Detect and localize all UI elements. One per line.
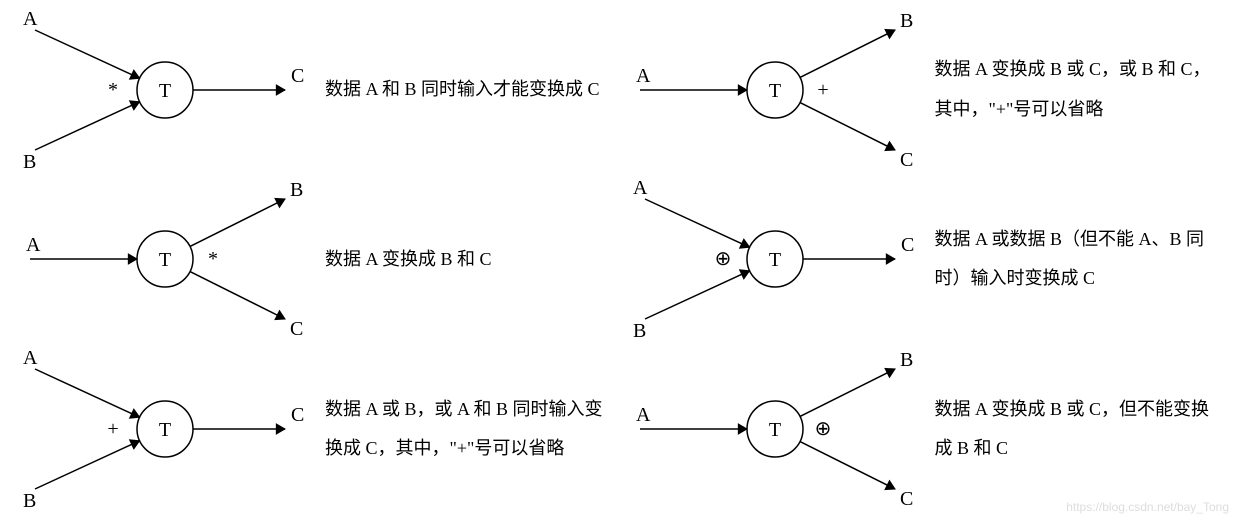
output-arrow-b [800,369,895,416]
operator-out: ⊕ [814,418,831,440]
output-label-b: B [900,10,913,32]
input-label-a: A [636,65,651,87]
diagram-d5: T A B + C [10,349,310,509]
node-label: T [768,249,780,271]
diagram-svg: T A B C + [620,10,920,170]
operator-in: + [107,418,118,440]
cell-d3: T A B C * 数据 A 变换成 B 和 C [10,175,620,345]
input-label-a: A [23,8,38,30]
operator-in: ⊕ [714,248,731,270]
input-arrow-a [35,369,140,417]
diagram-svg: T A B ⊕ C [620,179,920,339]
desc-d4: 数据 A 或数据 B（但不能 A、B 同时）输入时变换成 C [935,220,1230,299]
cell-d1: T A B * C 数据 A 和 B 同时输入才能变换成 C [10,5,620,175]
output-label-c: C [901,234,914,256]
arrowhead [738,85,747,95]
diagram-svg: T A B C ⊕ [620,349,920,509]
arrowhead [276,424,285,434]
input-label-b: B [23,151,36,173]
operator-out: + [817,79,828,101]
node-label: T [159,419,171,441]
output-arrow-b [190,199,285,246]
cell-d4: T A B ⊕ C 数据 A 或数据 B（但不能 A、B 同时）输入时变换成 C [620,175,1230,345]
input-arrow-b [35,441,140,489]
arrowhead [886,254,895,264]
node-label: T [159,249,171,271]
operator-in: * [108,79,118,101]
output-label-c: C [290,318,303,340]
diagram-svg: T A B + C [10,349,310,509]
cell-d5: T A B + C 数据 A 或 B，或 A 和 B 同时输入变换成 C，其中，"+"号可… [10,344,620,514]
output-arrow-c [800,102,895,149]
output-arrow-c [190,272,285,319]
input-label-a: A [23,347,38,369]
desc-d1: 数据 A 和 B 同时输入才能变换成 C [325,70,620,110]
cell-d6: T A B C ⊕ 数据 A 变换成 B 或 C，但不能变换成 B 和 C [620,344,1230,514]
cell-d2: T A B C + 数据 A 变换成 B 或 C，或 B 和 C，其中，"+"号可以省略 [620,5,1230,175]
input-arrow-a [645,199,750,247]
output-label-b: B [290,179,303,201]
diagram-svg: T A B * C [10,10,310,170]
operator-out: * [208,248,218,270]
output-label-c: C [291,404,304,426]
arrowhead [738,424,747,434]
output-arrow-c [800,442,895,489]
input-label-a: A [26,234,41,256]
watermark: https://blog.csdn.net/bay_Tong [1066,500,1229,514]
desc-d5: 数据 A 或 B，或 A 和 B 同时输入变换成 C，其中，"+"号可以省略 [325,390,620,469]
input-arrow-a [35,30,140,78]
node-label: T [768,419,780,441]
diagram-svg: T A B C * [10,179,310,339]
diagram-d3: T A B C * [10,179,310,339]
output-label-b: B [900,349,913,371]
input-arrow-b [645,271,750,319]
desc-d3: 数据 A 变换成 B 和 C [325,240,620,280]
input-label-b: B [23,490,36,512]
desc-d6: 数据 A 变换成 B 或 C，但不能变换成 B 和 C [935,390,1230,469]
node-label: T [159,80,171,102]
diagram-d2: T A B C + [620,10,920,170]
output-label-c: C [291,65,304,87]
output-arrow-b [800,30,895,77]
input-label-a: A [636,404,651,426]
arrowhead [276,85,285,95]
node-label: T [768,80,780,102]
diagram-d1: T A B * C [10,10,310,170]
desc-d2: 数据 A 变换成 B 或 C，或 B 和 C，其中，"+"号可以省略 [935,50,1230,129]
diagram-d4: T A B ⊕ C [620,179,920,339]
input-label-b: B [633,320,646,342]
arrowhead [128,254,137,264]
output-label-c: C [900,488,913,510]
output-label-c: C [900,149,913,171]
input-arrow-b [35,102,140,150]
input-label-a: A [633,177,648,199]
diagram-d6: T A B C ⊕ [620,349,920,509]
